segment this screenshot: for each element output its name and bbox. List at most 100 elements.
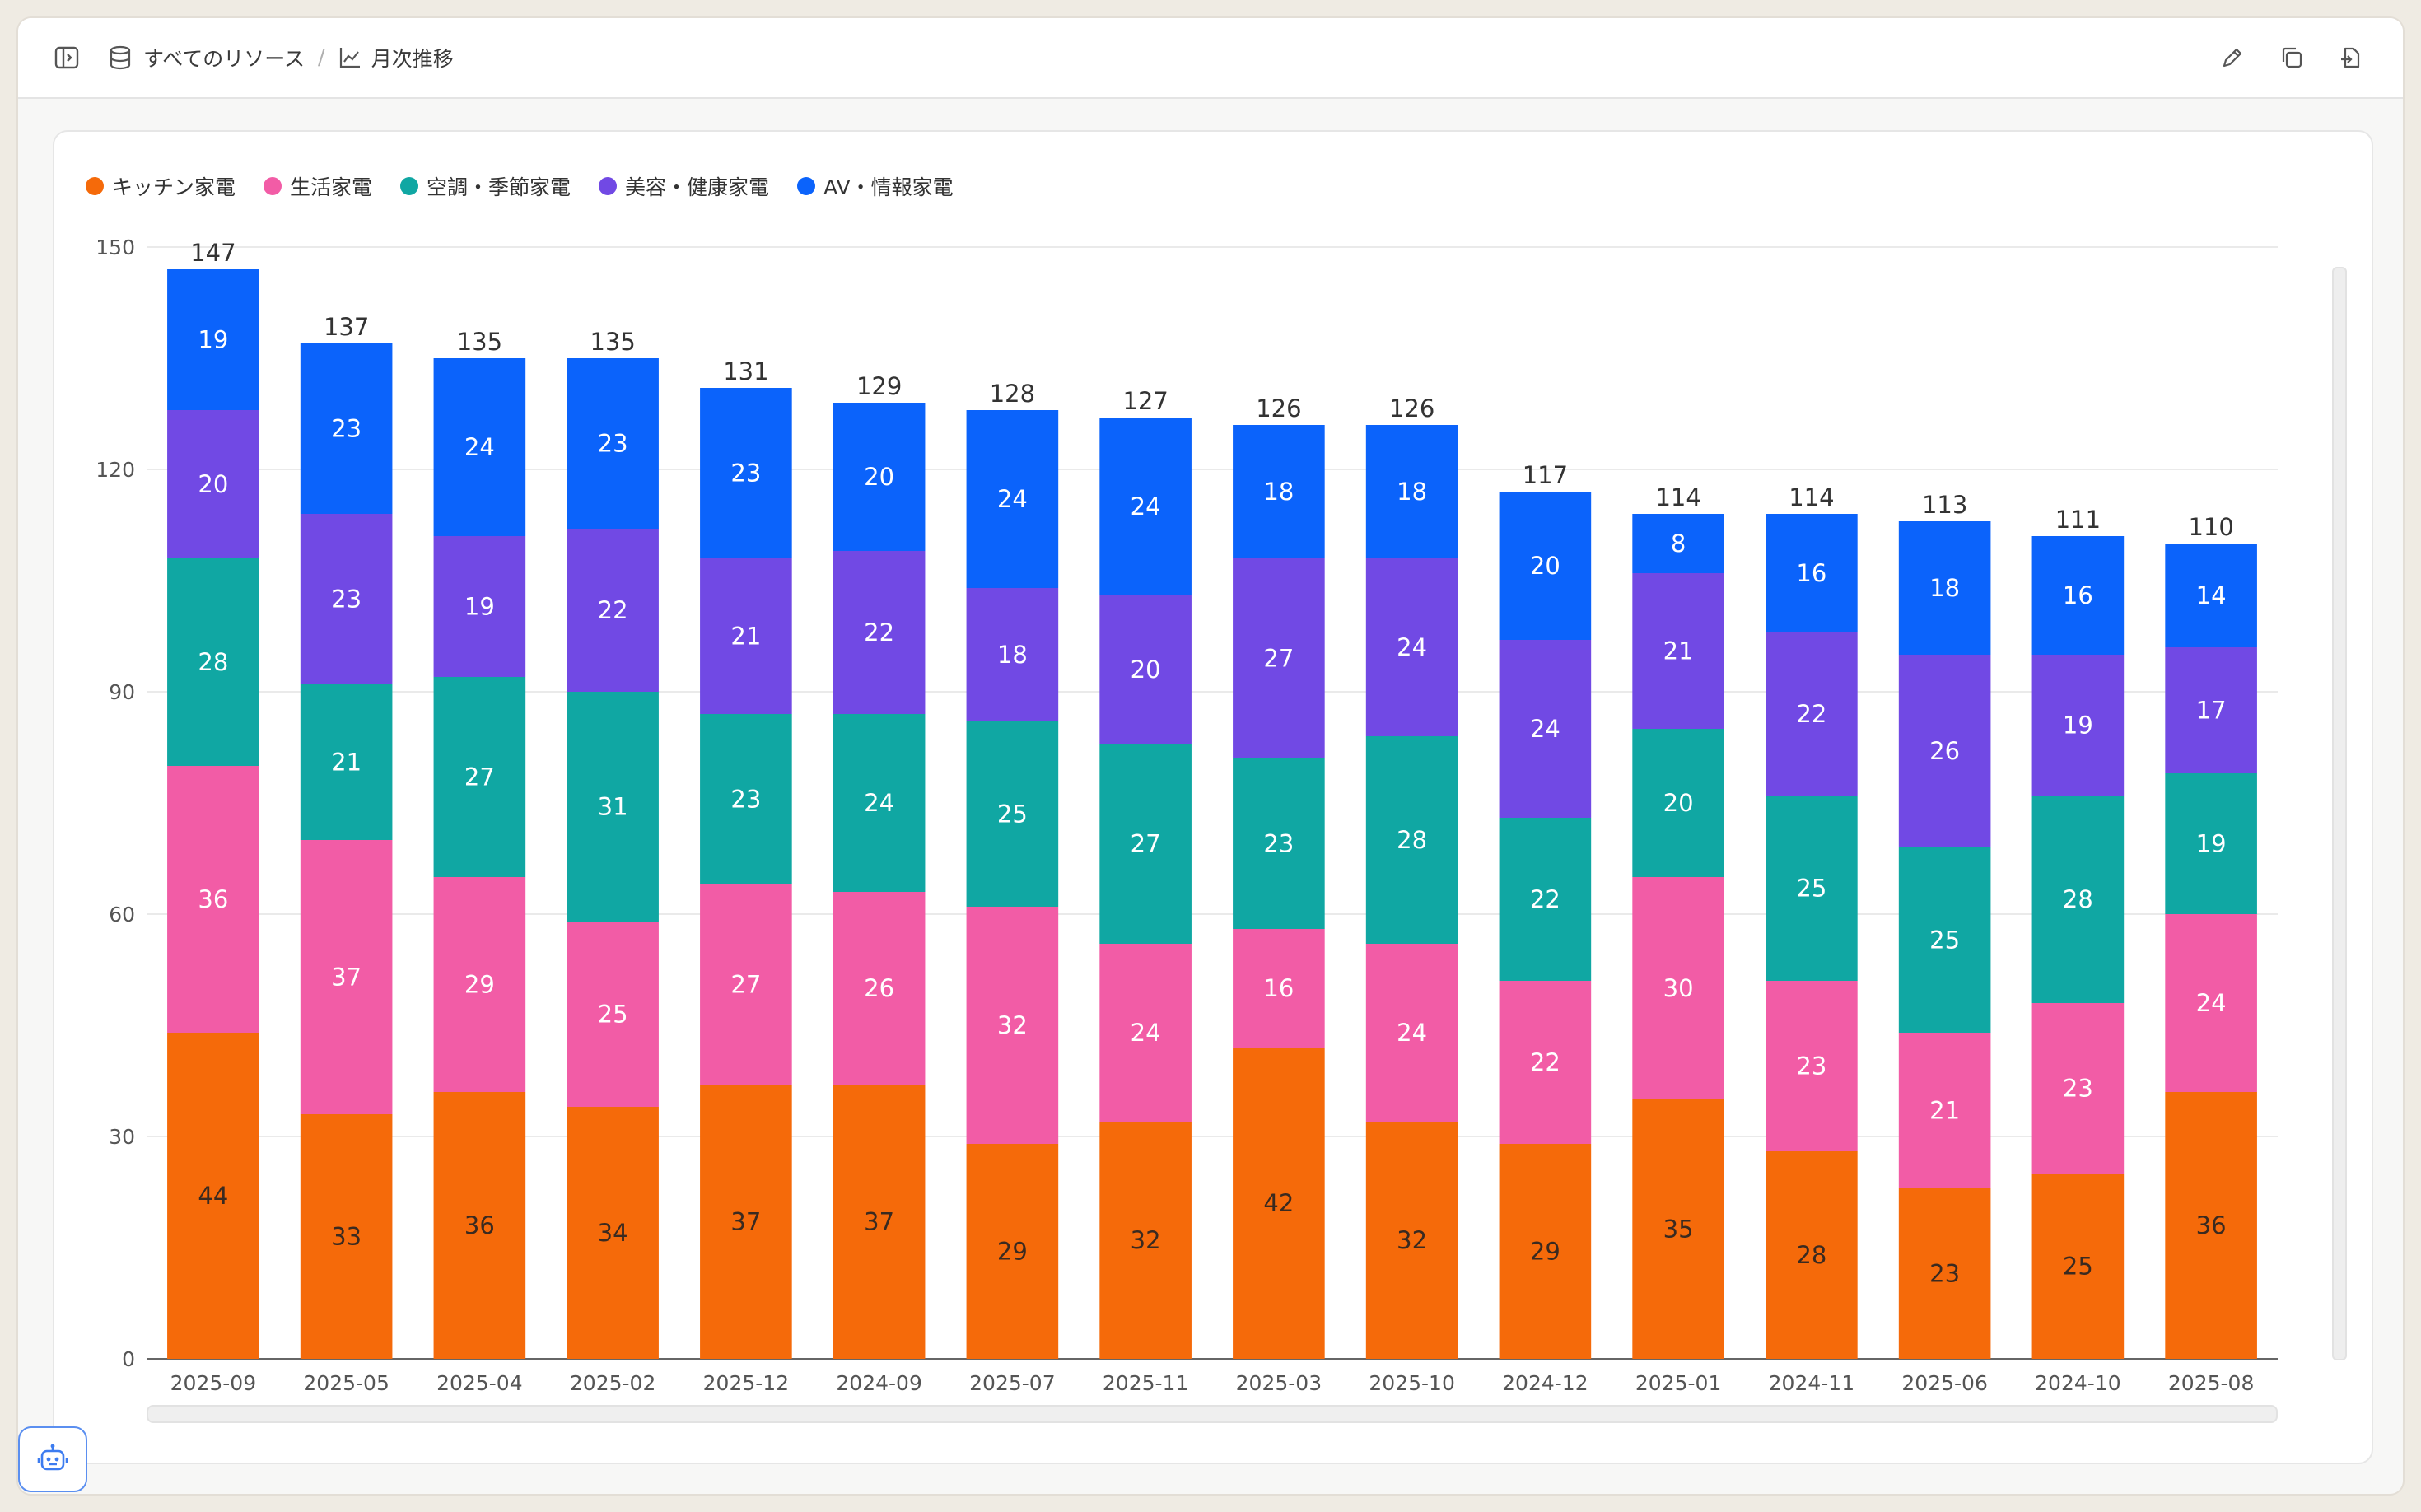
x-tick-label: 2025-08	[2168, 1371, 2254, 1395]
bar-segment	[966, 588, 1059, 721]
y-tick-label: 0	[122, 1347, 135, 1371]
edit-button[interactable]	[2220, 18, 2245, 97]
bar-segment	[1233, 758, 1325, 929]
legend-item[interactable]: 生活家電	[264, 171, 372, 201]
bar-segment	[700, 388, 792, 558]
bar-segment	[567, 692, 659, 922]
robot-icon	[37, 1444, 68, 1471]
bar-value-label: 20	[1530, 552, 1560, 580]
legend-label: AV・情報家電	[823, 175, 954, 199]
bar-value-label: 21	[1663, 637, 1694, 665]
bar-value-label: 8	[1671, 530, 1686, 558]
bar-value-label: 34	[598, 1219, 628, 1247]
legend-item[interactable]: 美容・健康家電	[599, 171, 769, 201]
bar-total-label: 117	[1523, 461, 1568, 489]
stacked-bar-chart: 0 30 60 90 120 150 44 36 28 20 19 147 2025-09 33 37 21 2…	[96, 236, 2278, 1395]
sidebar-toggle-button[interactable]	[54, 18, 79, 97]
bar-segment	[433, 358, 526, 536]
bar-segment	[300, 343, 393, 514]
bar-total-label: 129	[856, 372, 902, 400]
bar-value-label: 23	[730, 460, 761, 488]
bar-segment	[1233, 929, 1325, 1048]
x-tick-label: 2025-05	[303, 1371, 389, 1395]
legend-item[interactable]: AV・情報家電	[797, 171, 954, 201]
legend-swatch	[86, 177, 104, 195]
x-tick-label: 2024-11	[1769, 1371, 1854, 1395]
bar-value-label: 24	[1131, 1019, 1161, 1047]
y-tick-label: 90	[109, 680, 135, 704]
bar-value-label: 28	[1397, 826, 1427, 854]
x-tick-label: 2025-11	[1103, 1371, 1188, 1395]
bar-total-label: 114	[1655, 483, 1700, 511]
bar-value-label: 25	[1929, 926, 1960, 954]
x-tick-label: 2024-10	[2035, 1371, 2120, 1395]
bar-total-label: 135	[457, 328, 502, 356]
bar-value-label: 37	[730, 1208, 761, 1236]
bar-total-label: 114	[1789, 483, 1834, 511]
bar-value-label: 29	[1530, 1238, 1560, 1266]
assistant-button[interactable]	[18, 1426, 87, 1492]
bar-segment	[300, 514, 393, 684]
bar-total-label: 135	[590, 328, 635, 356]
bar-value-label: 18	[1263, 478, 1294, 506]
bar-value-label: 29	[464, 971, 495, 999]
bar-segment	[700, 558, 792, 714]
bar-segment	[1632, 573, 1724, 729]
bar-value-label: 37	[864, 1208, 894, 1236]
bar-segment	[1766, 1151, 1858, 1359]
y-tick-label: 150	[96, 236, 135, 259]
bar-value-label: 44	[198, 1182, 228, 1210]
bar-segment	[2031, 536, 2125, 655]
bar-segment	[700, 884, 792, 1085]
app-window: すべてのリソース / 月次推移	[16, 16, 2405, 1496]
bar-segment	[1898, 1033, 1991, 1188]
bar-value-label: 28	[1796, 1241, 1826, 1269]
bar-segment	[1766, 632, 1858, 796]
vertical-scrollbar[interactable]	[2332, 267, 2347, 1360]
bar-segment	[2165, 1092, 2257, 1359]
bar-value-label: 23	[730, 786, 761, 814]
bar-segment	[567, 922, 659, 1107]
top-toolbar: すべてのリソース / 月次推移	[18, 18, 2403, 99]
bar-value-label: 32	[1131, 1226, 1161, 1254]
bar-total-label: 113	[1922, 491, 1967, 519]
x-tick-label: 2025-02	[570, 1371, 655, 1395]
bar-segment	[1365, 1122, 1458, 1359]
bar-segment	[1766, 796, 1858, 981]
bar-segment	[300, 1114, 393, 1359]
bar-value-label: 23	[2063, 1075, 2093, 1103]
bar-segment	[433, 536, 526, 677]
bar-segment	[1632, 1099, 1724, 1359]
bar-value-label: 25	[1796, 875, 1826, 903]
bar-value-label: 21	[730, 623, 761, 651]
bar-value-label: 24	[1397, 633, 1427, 661]
bar-value-label: 27	[730, 971, 761, 999]
bar-segment	[2031, 1003, 2125, 1174]
legend-label: 空調・季節家電	[427, 175, 571, 199]
breadcrumb-current-label: 月次推移	[371, 47, 454, 71]
x-tick-label: 2025-06	[1901, 1371, 1987, 1395]
bar-value-label: 22	[1530, 885, 1560, 913]
bar-segment	[167, 410, 259, 558]
horizontal-scrollbar[interactable]	[147, 1405, 2278, 1423]
bar-segment	[1099, 595, 1192, 744]
bar-segment	[1233, 1048, 1325, 1359]
bar-segment	[167, 1033, 259, 1359]
bar-segment	[833, 403, 926, 551]
bar-segment	[167, 269, 259, 410]
breadcrumb-current: 月次推移	[338, 43, 454, 72]
breadcrumb-root[interactable]: すべてのリソース	[109, 43, 305, 72]
bar-value-label: 14	[2196, 581, 2227, 609]
bar-value-label: 22	[1796, 700, 1826, 728]
export-button[interactable]	[2339, 18, 2363, 97]
bar-value-label: 25	[2063, 1253, 2093, 1281]
legend-item[interactable]: 空調・季節家電	[400, 171, 571, 201]
legend-item[interactable]: キッチン家電	[86, 171, 236, 201]
chart-icon	[339, 48, 360, 68]
bar-total-label: 127	[1122, 387, 1168, 415]
duplicate-button[interactable]	[2279, 18, 2304, 97]
bar-value-label: 31	[598, 793, 628, 821]
bar-value-label: 24	[2196, 989, 2227, 1017]
bar-value-label: 26	[1929, 737, 1960, 765]
pencil-icon	[2223, 48, 2242, 68]
